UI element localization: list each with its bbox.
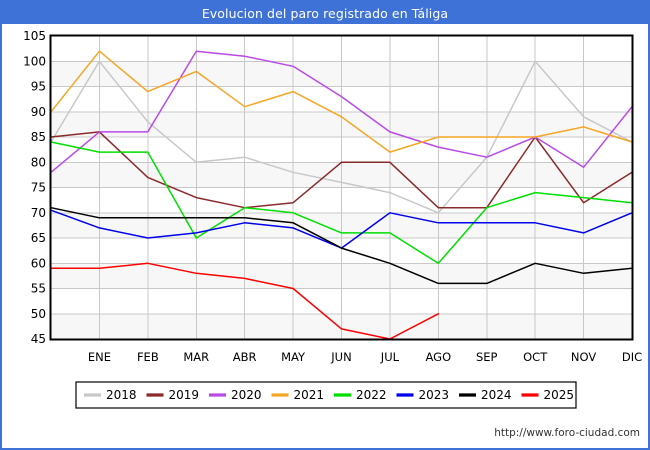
y-tick-label: 80 (31, 155, 46, 169)
x-tick-label: ENE (88, 350, 111, 364)
x-tick-label: ABR (233, 350, 257, 364)
x-tick-label: JUL (380, 350, 400, 364)
y-tick-label: 65 (31, 231, 46, 245)
y-tick-label: 100 (23, 54, 46, 68)
legend-label-2020: 2020 (231, 388, 262, 402)
series-line-2022 (50, 141, 633, 265)
y-tick-label: 75 (31, 181, 46, 195)
legend-label-2019: 2019 (169, 388, 200, 402)
chart-legend: 2018 2019 2020 2021 2022 2023 2024 2025 (75, 381, 577, 409)
x-tick-label: JUN (330, 350, 351, 364)
y-axis-tick-labels: 45 50 55 60 65 70 75 80 85 90 95 100 105 (23, 29, 46, 346)
y-tick-label: 105 (23, 29, 46, 43)
x-tick-label: NOV (571, 350, 596, 364)
chart-canvas: 45 50 55 60 65 70 75 80 85 90 95 100 105 ENE FEB MAR AB… (2, 24, 648, 448)
x-tick-label: MAR (183, 350, 209, 364)
line-chart: 45 50 55 60 65 70 75 80 85 90 95 100 105 ENE FEB MAR AB… (23, 29, 642, 439)
legend-label-2024: 2024 (481, 388, 512, 402)
source-url: http://www.foro-ciudad.com (494, 427, 640, 439)
y-tick-label: 60 (31, 256, 46, 270)
series-line-2024 (50, 206, 633, 285)
y-tick-label: 70 (31, 206, 46, 220)
y-tick-label: 95 (31, 80, 46, 94)
y-tick-label: 90 (31, 105, 46, 119)
legend-label-2018: 2018 (106, 388, 137, 402)
y-tick-label: 45 (31, 332, 46, 346)
x-tick-label: AGO (426, 350, 452, 364)
series-line-2021 (50, 50, 633, 153)
legend-label-2022: 2022 (356, 388, 387, 402)
window-title-bar: Evolucion del paro registrado en Táliga (2, 2, 648, 24)
series-line-2018 (50, 60, 633, 214)
page-title: Evolucion del paro registrado en Táliga (201, 5, 449, 21)
y-tick-label: 50 (31, 307, 46, 321)
x-tick-label: OCT (523, 350, 548, 364)
y-tick-label: 55 (31, 282, 46, 296)
x-tick-label: MAY (281, 350, 306, 364)
y-tick-label: 85 (31, 130, 46, 144)
x-tick-label: FEB (137, 350, 159, 364)
legend-label-2021: 2021 (294, 388, 325, 402)
series-line-2025 (50, 262, 440, 340)
x-gridlines (98, 36, 585, 339)
legend-label-2025: 2025 (544, 388, 575, 402)
legend-label-2023: 2023 (419, 388, 450, 402)
x-tick-label: DIC (622, 350, 642, 364)
x-axis-tick-labels: ENE FEB MAR ABR MAY JUN JUL AGO SEP OCT NOV DIC (88, 350, 642, 364)
x-tick-label: SEP (476, 350, 498, 364)
data-series-group (50, 50, 633, 340)
plot-frame (49, 34, 634, 341)
